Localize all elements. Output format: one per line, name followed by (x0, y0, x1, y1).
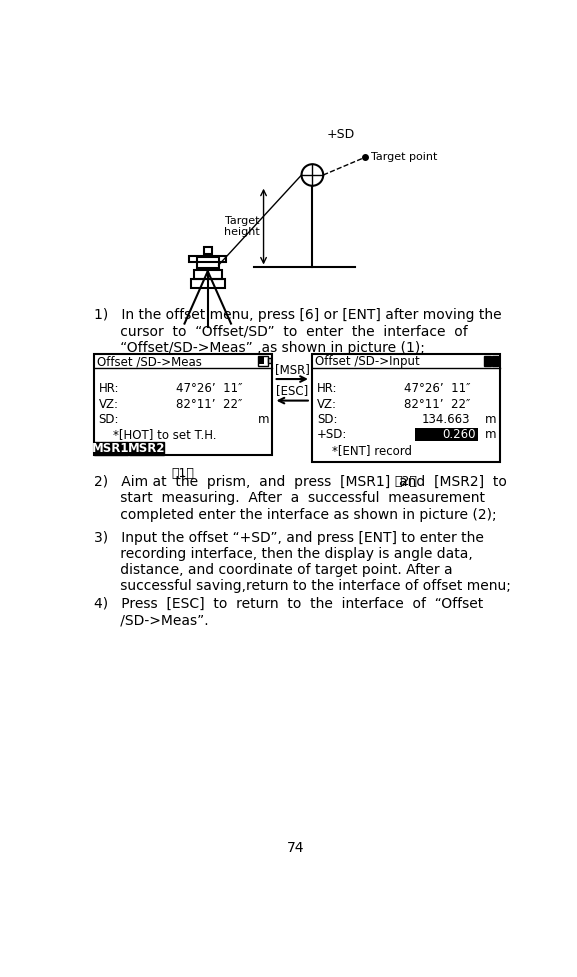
Text: 3)   Input the offset “+SD”, and press [ENT] to enter the
      recording interf: 3) Input the offset “+SD”, and press [EN… (94, 531, 511, 593)
Text: 134.663: 134.663 (422, 413, 470, 426)
Text: HR:: HR: (317, 382, 338, 395)
Text: [ESC]: [ESC] (276, 385, 308, 398)
Text: 82°11’  22″: 82°11’ 22″ (404, 398, 470, 410)
Text: Offset /SD->Input: Offset /SD->Input (316, 356, 420, 368)
Text: VZ:: VZ: (99, 398, 118, 410)
Text: Offset /SD->Meas: Offset /SD->Meas (97, 356, 202, 368)
Text: Target
height: Target height (224, 216, 260, 237)
Text: 4)   Press  [ESC]  to  return  to  the  interface  of  “Offset
      /SD->Meas”.: 4) Press [ESC] to return to the interfac… (94, 597, 483, 627)
Bar (189, 256, 226, 262)
Text: *[ENT] record: *[ENT] record (317, 444, 412, 456)
Text: +SD: +SD (327, 128, 355, 141)
Text: SD:: SD: (99, 413, 119, 426)
Text: *[HOT] to set T.H.: *[HOT] to set T.H. (99, 428, 217, 442)
Text: 47°26’  11″: 47°26’ 11″ (404, 382, 470, 395)
Text: [MSR]: [MSR] (275, 363, 310, 376)
Bar (204, 246, 212, 254)
Bar (194, 270, 222, 279)
Bar (191, 279, 225, 288)
Text: +SD:: +SD: (317, 428, 347, 442)
Text: MSR1: MSR1 (92, 442, 130, 455)
Text: （1）: （1） (171, 467, 194, 480)
Bar (258, 356, 268, 366)
Bar (415, 428, 478, 442)
Text: SD:: SD: (317, 413, 338, 426)
Text: （2）: （2） (395, 475, 418, 488)
Bar (197, 257, 219, 268)
Text: m: m (257, 413, 269, 426)
Text: MSR2: MSR2 (128, 442, 165, 455)
Bar (259, 358, 264, 364)
Bar (485, 356, 490, 366)
Bar (94, 355, 272, 454)
Text: 82°11’  22″: 82°11’ 22″ (176, 398, 242, 410)
Text: 0.260: 0.260 (443, 428, 476, 442)
Text: Target point: Target point (371, 152, 437, 162)
Bar (129, 443, 163, 454)
Text: 1)   In the offset menu, press [6] or [ENT] after moving the
      cursor  to  “: 1) In the offset menu, press [6] or [ENT… (94, 308, 501, 355)
Bar (312, 355, 500, 462)
Text: 74: 74 (287, 841, 305, 855)
Text: 2)   Aim at  the  prism,  and  press  [MSR1]  and  [MSR2]  to
      start  measu: 2) Aim at the prism, and press [MSR1] an… (94, 475, 507, 522)
Bar (492, 356, 499, 366)
Text: 47°26’  11″: 47°26’ 11″ (176, 382, 242, 395)
Text: VZ:: VZ: (317, 398, 337, 410)
Bar (268, 359, 271, 362)
Text: m: m (485, 413, 497, 426)
Text: HR:: HR: (99, 382, 119, 395)
Text: m: m (485, 428, 497, 442)
Bar (94, 443, 128, 454)
